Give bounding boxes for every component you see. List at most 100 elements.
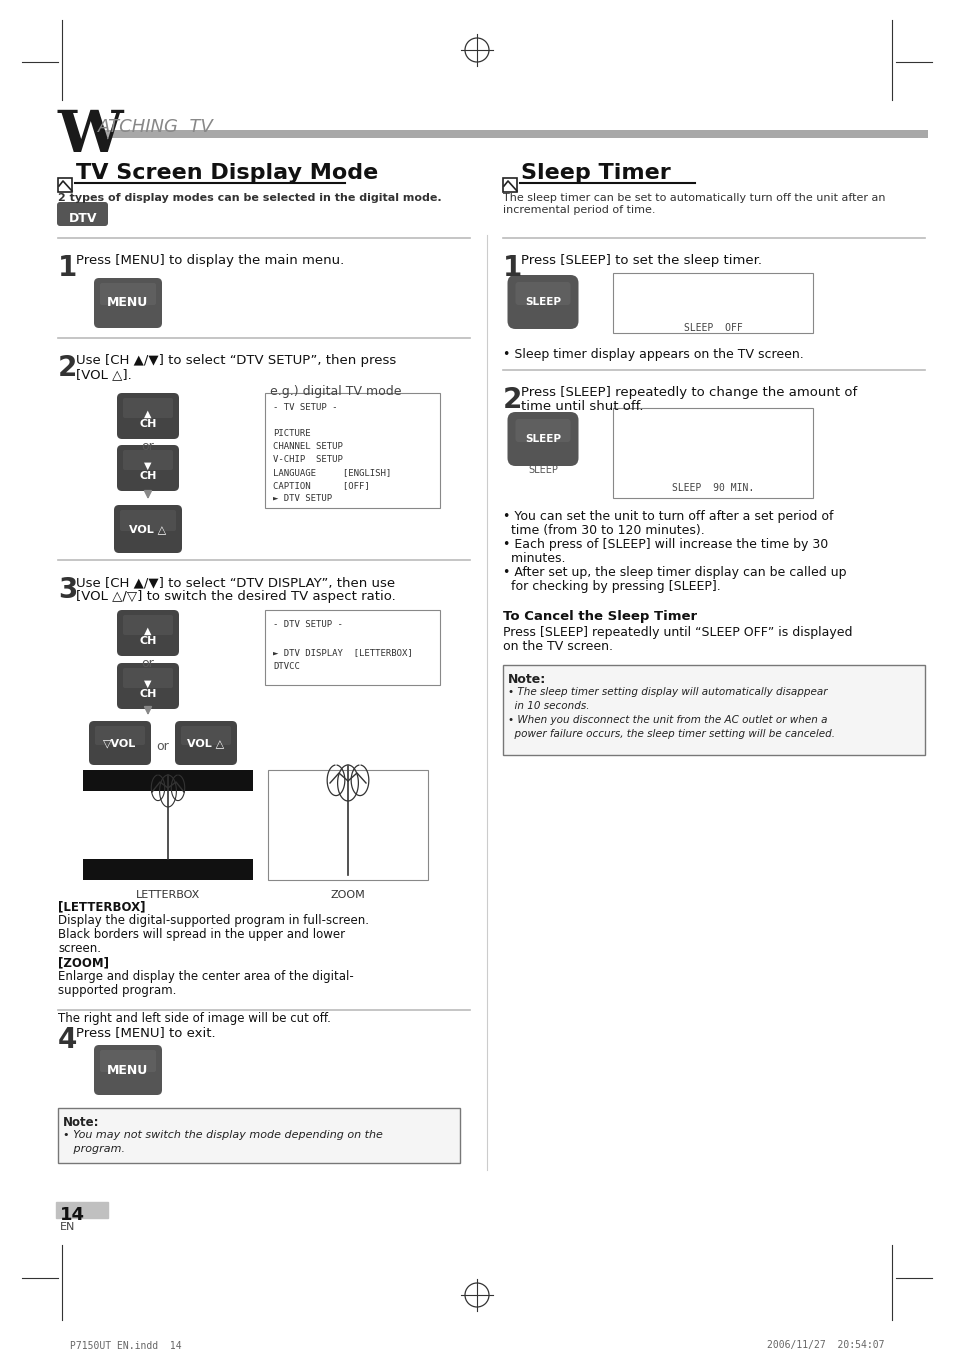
FancyBboxPatch shape <box>100 282 156 305</box>
Bar <box>58 178 71 192</box>
Text: screen.: screen. <box>58 942 101 955</box>
Bar <box>58 1108 459 1163</box>
Text: or: or <box>141 657 154 670</box>
FancyBboxPatch shape <box>117 611 179 657</box>
Bar <box>56 1202 108 1219</box>
Text: or: or <box>141 440 154 453</box>
Text: e.g.) digital TV mode: e.g.) digital TV mode <box>270 385 401 399</box>
FancyBboxPatch shape <box>113 505 182 553</box>
Text: Press [SLEEP] repeatedly to change the amount of: Press [SLEEP] repeatedly to change the a… <box>520 386 857 399</box>
Text: ▼: ▼ <box>144 461 152 471</box>
Bar <box>502 178 517 192</box>
Text: LANGUAGE     [ENGLISH]: LANGUAGE [ENGLISH] <box>273 467 391 477</box>
Text: Display the digital-supported program in full-screen.: Display the digital-supported program in… <box>58 915 369 927</box>
FancyBboxPatch shape <box>507 412 578 466</box>
Text: DTV: DTV <box>69 212 97 226</box>
FancyBboxPatch shape <box>174 721 236 765</box>
FancyBboxPatch shape <box>507 276 578 330</box>
Text: To Cancel the Sleep Timer: To Cancel the Sleep Timer <box>502 611 697 623</box>
FancyBboxPatch shape <box>94 1046 162 1096</box>
Text: - TV SETUP -: - TV SETUP - <box>273 403 337 412</box>
Text: EN: EN <box>60 1223 75 1232</box>
Text: ZOOM: ZOOM <box>331 890 365 900</box>
Text: • Sleep timer display appears on the TV screen.: • Sleep timer display appears on the TV … <box>502 349 803 361</box>
Text: ▽VOL: ▽VOL <box>103 738 136 748</box>
Text: [VOL △].: [VOL △]. <box>76 367 132 381</box>
Text: SLEEP: SLEEP <box>524 297 560 307</box>
Text: MENU: MENU <box>108 1063 149 1077</box>
FancyBboxPatch shape <box>117 663 179 709</box>
FancyBboxPatch shape <box>100 1050 156 1071</box>
Text: 1: 1 <box>58 254 77 282</box>
Text: CH: CH <box>139 419 156 428</box>
Text: in 10 seconds.: in 10 seconds. <box>507 701 589 711</box>
Text: P7150UT_EN.indd  14: P7150UT_EN.indd 14 <box>70 1340 181 1351</box>
Text: power failure occurs, the sleep timer setting will be canceled.: power failure occurs, the sleep timer se… <box>507 730 834 739</box>
Text: CAPTION      [OFF]: CAPTION [OFF] <box>273 481 370 490</box>
Text: 2006/11/27  20:54:07: 2006/11/27 20:54:07 <box>767 1340 884 1350</box>
Bar <box>265 611 439 685</box>
Bar <box>268 770 428 880</box>
Text: 2: 2 <box>502 386 522 413</box>
Bar <box>96 130 927 138</box>
FancyBboxPatch shape <box>117 444 179 490</box>
Text: 1: 1 <box>502 254 521 282</box>
Text: time (from 30 to 120 minutes).: time (from 30 to 120 minutes). <box>502 524 704 536</box>
Text: Black borders will spread in the upper and lower: Black borders will spread in the upper a… <box>58 928 345 942</box>
Text: ▲: ▲ <box>144 627 152 636</box>
Text: for checking by pressing [SLEEP].: for checking by pressing [SLEEP]. <box>502 580 720 593</box>
Text: ▼: ▼ <box>144 680 152 689</box>
FancyBboxPatch shape <box>95 725 145 744</box>
Text: MENU: MENU <box>108 296 149 309</box>
Text: DTVCC: DTVCC <box>273 662 299 671</box>
Text: Press [MENU] to display the main menu.: Press [MENU] to display the main menu. <box>76 254 344 267</box>
Text: SLEEP: SLEEP <box>524 434 560 444</box>
Text: ► DTV SETUP: ► DTV SETUP <box>273 494 332 503</box>
Bar <box>265 393 439 508</box>
Text: minutes.: minutes. <box>502 553 565 565</box>
Text: W: W <box>58 108 124 163</box>
Text: Press [SLEEP] repeatedly until “SLEEP OFF” is displayed: Press [SLEEP] repeatedly until “SLEEP OF… <box>502 626 852 639</box>
Text: [ZOOM]: [ZOOM] <box>58 957 109 969</box>
Bar <box>83 770 253 880</box>
Text: ► DTV DISPLAY  [LETTERBOX]: ► DTV DISPLAY [LETTERBOX] <box>273 648 413 657</box>
Text: 2: 2 <box>58 354 77 382</box>
Text: • You can set the unit to turn off after a set period of: • You can set the unit to turn off after… <box>502 509 833 523</box>
Text: Note:: Note: <box>507 673 546 686</box>
Text: • After set up, the sleep timer display can be called up: • After set up, the sleep timer display … <box>502 566 845 580</box>
Text: 3: 3 <box>58 576 77 604</box>
Text: • You may not switch the display mode depending on the: • You may not switch the display mode de… <box>63 1129 382 1140</box>
Text: supported program.: supported program. <box>58 984 176 997</box>
Text: 14: 14 <box>60 1206 85 1224</box>
Text: Note:: Note: <box>63 1116 99 1129</box>
Text: CH: CH <box>139 689 156 698</box>
Text: [LETTERBOX]: [LETTERBOX] <box>58 900 146 913</box>
Text: Use [CH ▲/▼] to select “DTV DISPLAY”, then use: Use [CH ▲/▼] to select “DTV DISPLAY”, th… <box>76 576 395 589</box>
Text: ATCHING  TV: ATCHING TV <box>98 118 213 136</box>
FancyBboxPatch shape <box>515 282 570 305</box>
Text: • Each press of [SLEEP] will increase the time by 30: • Each press of [SLEEP] will increase th… <box>502 538 827 551</box>
Text: CHANNEL SETUP: CHANNEL SETUP <box>273 442 342 451</box>
Text: [VOL △/▽] to switch the desired TV aspect ratio.: [VOL △/▽] to switch the desired TV aspec… <box>76 590 395 603</box>
FancyBboxPatch shape <box>123 615 172 635</box>
Text: time until shut off.: time until shut off. <box>520 400 643 413</box>
FancyBboxPatch shape <box>123 399 172 417</box>
FancyBboxPatch shape <box>117 393 179 439</box>
Text: 2 types of display modes can be selected in the digital mode.: 2 types of display modes can be selected… <box>58 193 441 203</box>
FancyBboxPatch shape <box>123 450 172 470</box>
Text: on the TV screen.: on the TV screen. <box>502 640 613 653</box>
Text: program.: program. <box>63 1144 125 1154</box>
FancyBboxPatch shape <box>57 203 108 226</box>
FancyBboxPatch shape <box>181 725 231 744</box>
Text: TV Screen Display Mode: TV Screen Display Mode <box>76 163 377 182</box>
Text: - DTV SETUP -: - DTV SETUP - <box>273 620 342 630</box>
Text: • The sleep timer setting display will automatically disappear: • The sleep timer setting display will a… <box>507 688 826 697</box>
Text: CH: CH <box>139 636 156 646</box>
Text: LETTERBOX: LETTERBOX <box>135 890 200 900</box>
Bar <box>502 665 924 755</box>
Text: CH: CH <box>139 471 156 481</box>
Text: Use [CH ▲/▼] to select “DTV SETUP”, then press: Use [CH ▲/▼] to select “DTV SETUP”, then… <box>76 354 395 367</box>
Text: VOL △: VOL △ <box>187 738 224 748</box>
Text: 4: 4 <box>58 1025 77 1054</box>
Text: The sleep timer can be set to automatically turn off the unit after an: The sleep timer can be set to automatica… <box>502 193 884 203</box>
